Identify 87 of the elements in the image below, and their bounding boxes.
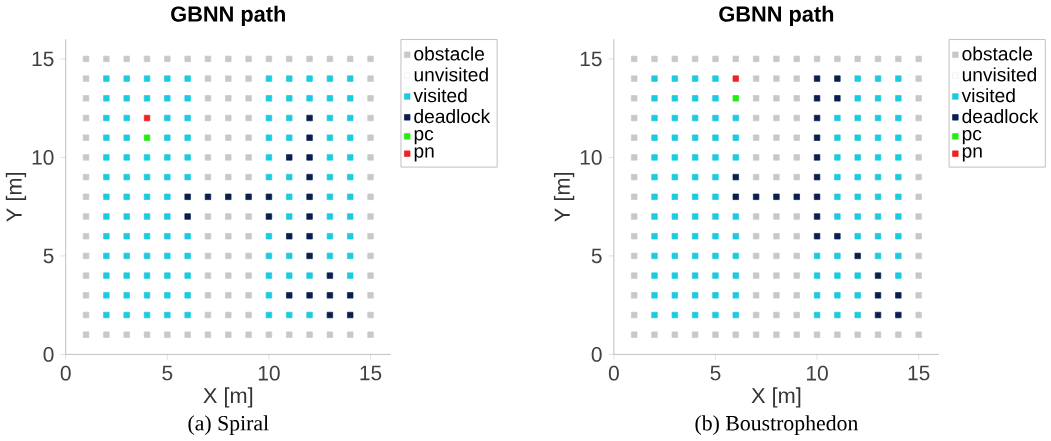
- point: [813, 75, 821, 82]
- legend-label: pn: [962, 147, 982, 162]
- x-tick-label: 0: [60, 365, 71, 381]
- point: [143, 114, 151, 122]
- point: [732, 75, 739, 82]
- text: (b) Boustrophedon: [695, 415, 859, 436]
- point: [874, 292, 882, 299]
- point: [347, 311, 354, 319]
- point: [286, 292, 293, 299]
- legend-label: pc: [414, 130, 434, 145]
- x-tick-label: 10: [807, 365, 828, 381]
- point: [306, 252, 313, 260]
- x-axis-title: X [m]: [751, 387, 801, 408]
- point: [752, 193, 760, 201]
- point: [813, 174, 821, 181]
- point: [854, 252, 861, 260]
- y-tick-label: 0: [591, 347, 602, 362]
- point: [895, 292, 902, 299]
- point: [834, 95, 841, 102]
- point: [286, 233, 293, 240]
- legend-label: pn: [414, 147, 434, 162]
- y-axis-title: Y [m]: [5, 173, 27, 222]
- legend-label: pc: [962, 130, 982, 145]
- legend-label: obstacle: [962, 46, 1033, 61]
- y-axis-title: Y [m]: [553, 173, 575, 222]
- y-tick-label: 10: [580, 150, 602, 165]
- point: [813, 134, 821, 141]
- point: [793, 193, 800, 201]
- point: [813, 193, 821, 201]
- legend-label: visited: [413, 88, 467, 103]
- point: [813, 114, 821, 122]
- point: [306, 114, 313, 122]
- x-tick-label: 15: [360, 365, 382, 381]
- point: [306, 154, 313, 161]
- point: [813, 95, 821, 102]
- legend-label: deadlock: [962, 109, 1039, 124]
- x-tick-label: 5: [162, 365, 173, 381]
- y-tick-label: 15: [580, 51, 602, 67]
- legend-label: deadlock: [414, 109, 491, 124]
- point: [813, 213, 821, 220]
- legend-label: unvisited: [962, 67, 1036, 82]
- legend-label: unvisited: [414, 67, 488, 82]
- y-tick-label: 5: [591, 248, 602, 264]
- point: [813, 233, 821, 240]
- point: [204, 193, 212, 201]
- point: [245, 193, 252, 201]
- point: [834, 75, 841, 82]
- x-tick-label: 10: [258, 365, 280, 381]
- point: [184, 213, 191, 220]
- point: [306, 292, 313, 299]
- y-tick-label: 5: [43, 248, 54, 264]
- x-axis-title: X [m]: [203, 387, 253, 408]
- legend-label: visited: [961, 88, 1015, 103]
- point: [326, 311, 334, 319]
- point: [732, 95, 739, 102]
- y-tick-label: 10: [32, 150, 54, 165]
- point: [265, 193, 273, 201]
- point: [834, 233, 841, 240]
- legend-label: obstacle: [414, 46, 484, 61]
- point: [347, 292, 354, 299]
- point: [895, 311, 902, 319]
- point: [874, 311, 882, 319]
- point: [143, 134, 151, 141]
- point: [225, 193, 232, 201]
- point: [326, 272, 334, 279]
- point: [326, 292, 334, 299]
- x-tick-label: 15: [908, 365, 930, 381]
- point: [732, 193, 739, 201]
- point: [732, 174, 739, 181]
- point: [306, 174, 313, 181]
- point: [306, 213, 313, 220]
- point: [813, 154, 821, 161]
- point: [306, 134, 313, 141]
- chart-title: GBNN path: [171, 5, 285, 27]
- x-tick-label: 5: [710, 365, 721, 381]
- x-tick-label: 0: [608, 365, 619, 381]
- point: [306, 233, 313, 240]
- text: (a) Spiral: [188, 415, 269, 436]
- point: [874, 272, 882, 279]
- point: [306, 193, 313, 201]
- y-tick-label: 0: [43, 347, 54, 362]
- point: [265, 213, 273, 220]
- point: [286, 154, 293, 161]
- point: [184, 193, 191, 201]
- y-tick-label: 15: [32, 51, 54, 67]
- point: [773, 193, 780, 201]
- chart-title: GBNN path: [719, 5, 834, 27]
